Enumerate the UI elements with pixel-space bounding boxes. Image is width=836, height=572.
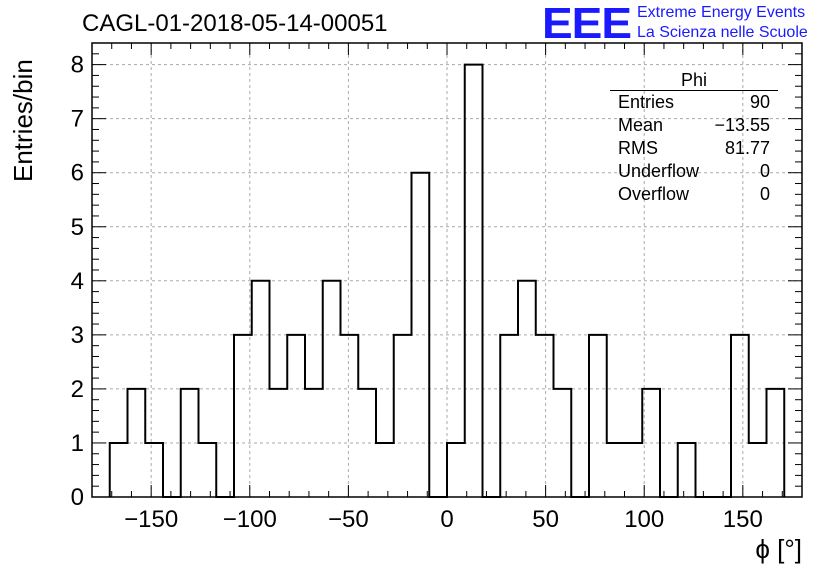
- logo-text-line-2: La Scienza nelle Scuole: [637, 24, 808, 41]
- y-tick-label: 1: [71, 430, 84, 457]
- histogram-bar: [110, 443, 128, 497]
- histogram-bar: [465, 65, 483, 497]
- stats-value: 90: [749, 92, 770, 112]
- histogram-bar: [500, 335, 518, 497]
- x-tick-label: −50: [328, 506, 369, 533]
- y-axis-label: Entries/bin: [8, 59, 38, 182]
- y-tick-label: 2: [71, 376, 84, 403]
- stats-title: Phi: [610, 70, 778, 91]
- stats-box: Phi Entries 90 Mean −13.55 RMS 81.77 Und…: [610, 70, 778, 206]
- stats-row-entries: Entries 90: [610, 91, 778, 114]
- histogram-bar: [731, 335, 749, 497]
- histogram-bar: [607, 443, 625, 497]
- y-tick-label: 0: [71, 484, 84, 511]
- histogram-bar: [678, 443, 696, 497]
- y-tick-label: 6: [71, 160, 84, 187]
- stats-row-overflow: Overflow 0: [610, 183, 778, 206]
- x-tick-label: 50: [532, 506, 559, 533]
- x-tick-label: −100: [223, 506, 277, 533]
- histogram-bar: [589, 335, 607, 497]
- histogram-bar: [536, 335, 554, 497]
- histogram-bar: [394, 335, 412, 497]
- stats-row-mean: Mean −13.55: [610, 114, 778, 137]
- histogram-bar: [447, 443, 465, 497]
- stats-row-rms: RMS 81.77: [610, 137, 778, 160]
- stats-value: 81.77: [724, 138, 770, 158]
- histogram-bar: [376, 443, 394, 497]
- x-tick-label: 150: [723, 506, 763, 533]
- stats-label: Entries: [618, 92, 675, 112]
- stats-row-underflow: Underflow 0: [610, 160, 778, 183]
- stats-value: 0: [759, 161, 770, 181]
- y-tick-label: 5: [71, 214, 84, 241]
- x-tick-label: −150: [124, 506, 178, 533]
- x-tick-label: 100: [624, 506, 664, 533]
- y-tick-label: 7: [71, 106, 84, 133]
- stats-value: 0: [759, 184, 770, 204]
- histogram-bar: [625, 443, 643, 497]
- histogram-bar: [199, 443, 217, 497]
- stats-label: Underflow: [618, 161, 700, 181]
- histogram-bar: [412, 173, 430, 497]
- x-axis-label: ϕ [°]: [755, 534, 802, 564]
- histogram-bar: [234, 335, 252, 497]
- histogram-bar: [145, 443, 163, 497]
- stats-label: RMS: [618, 138, 658, 158]
- eee-logo-mark: EEE: [542, 0, 632, 48]
- y-tick-label: 8: [71, 52, 84, 79]
- stats-label: Mean: [618, 115, 664, 135]
- stats-label: Overflow: [618, 184, 690, 204]
- stats-value: −13.55: [714, 115, 770, 135]
- histogram-bar: [287, 335, 305, 497]
- histogram-bar: [358, 389, 376, 497]
- y-tick-label: 3: [71, 322, 84, 349]
- histogram-bar: [749, 443, 767, 497]
- x-tick-label: 0: [440, 506, 453, 533]
- histogram-bar: [767, 389, 785, 497]
- logo-text-line-1: Extreme Energy Events: [637, 4, 806, 21]
- plot-title: CAGL-01-2018-05-14-00051: [82, 10, 388, 37]
- histogram-bar: [323, 281, 341, 497]
- histogram-bar: [341, 335, 359, 497]
- y-tick-label: 4: [71, 268, 84, 295]
